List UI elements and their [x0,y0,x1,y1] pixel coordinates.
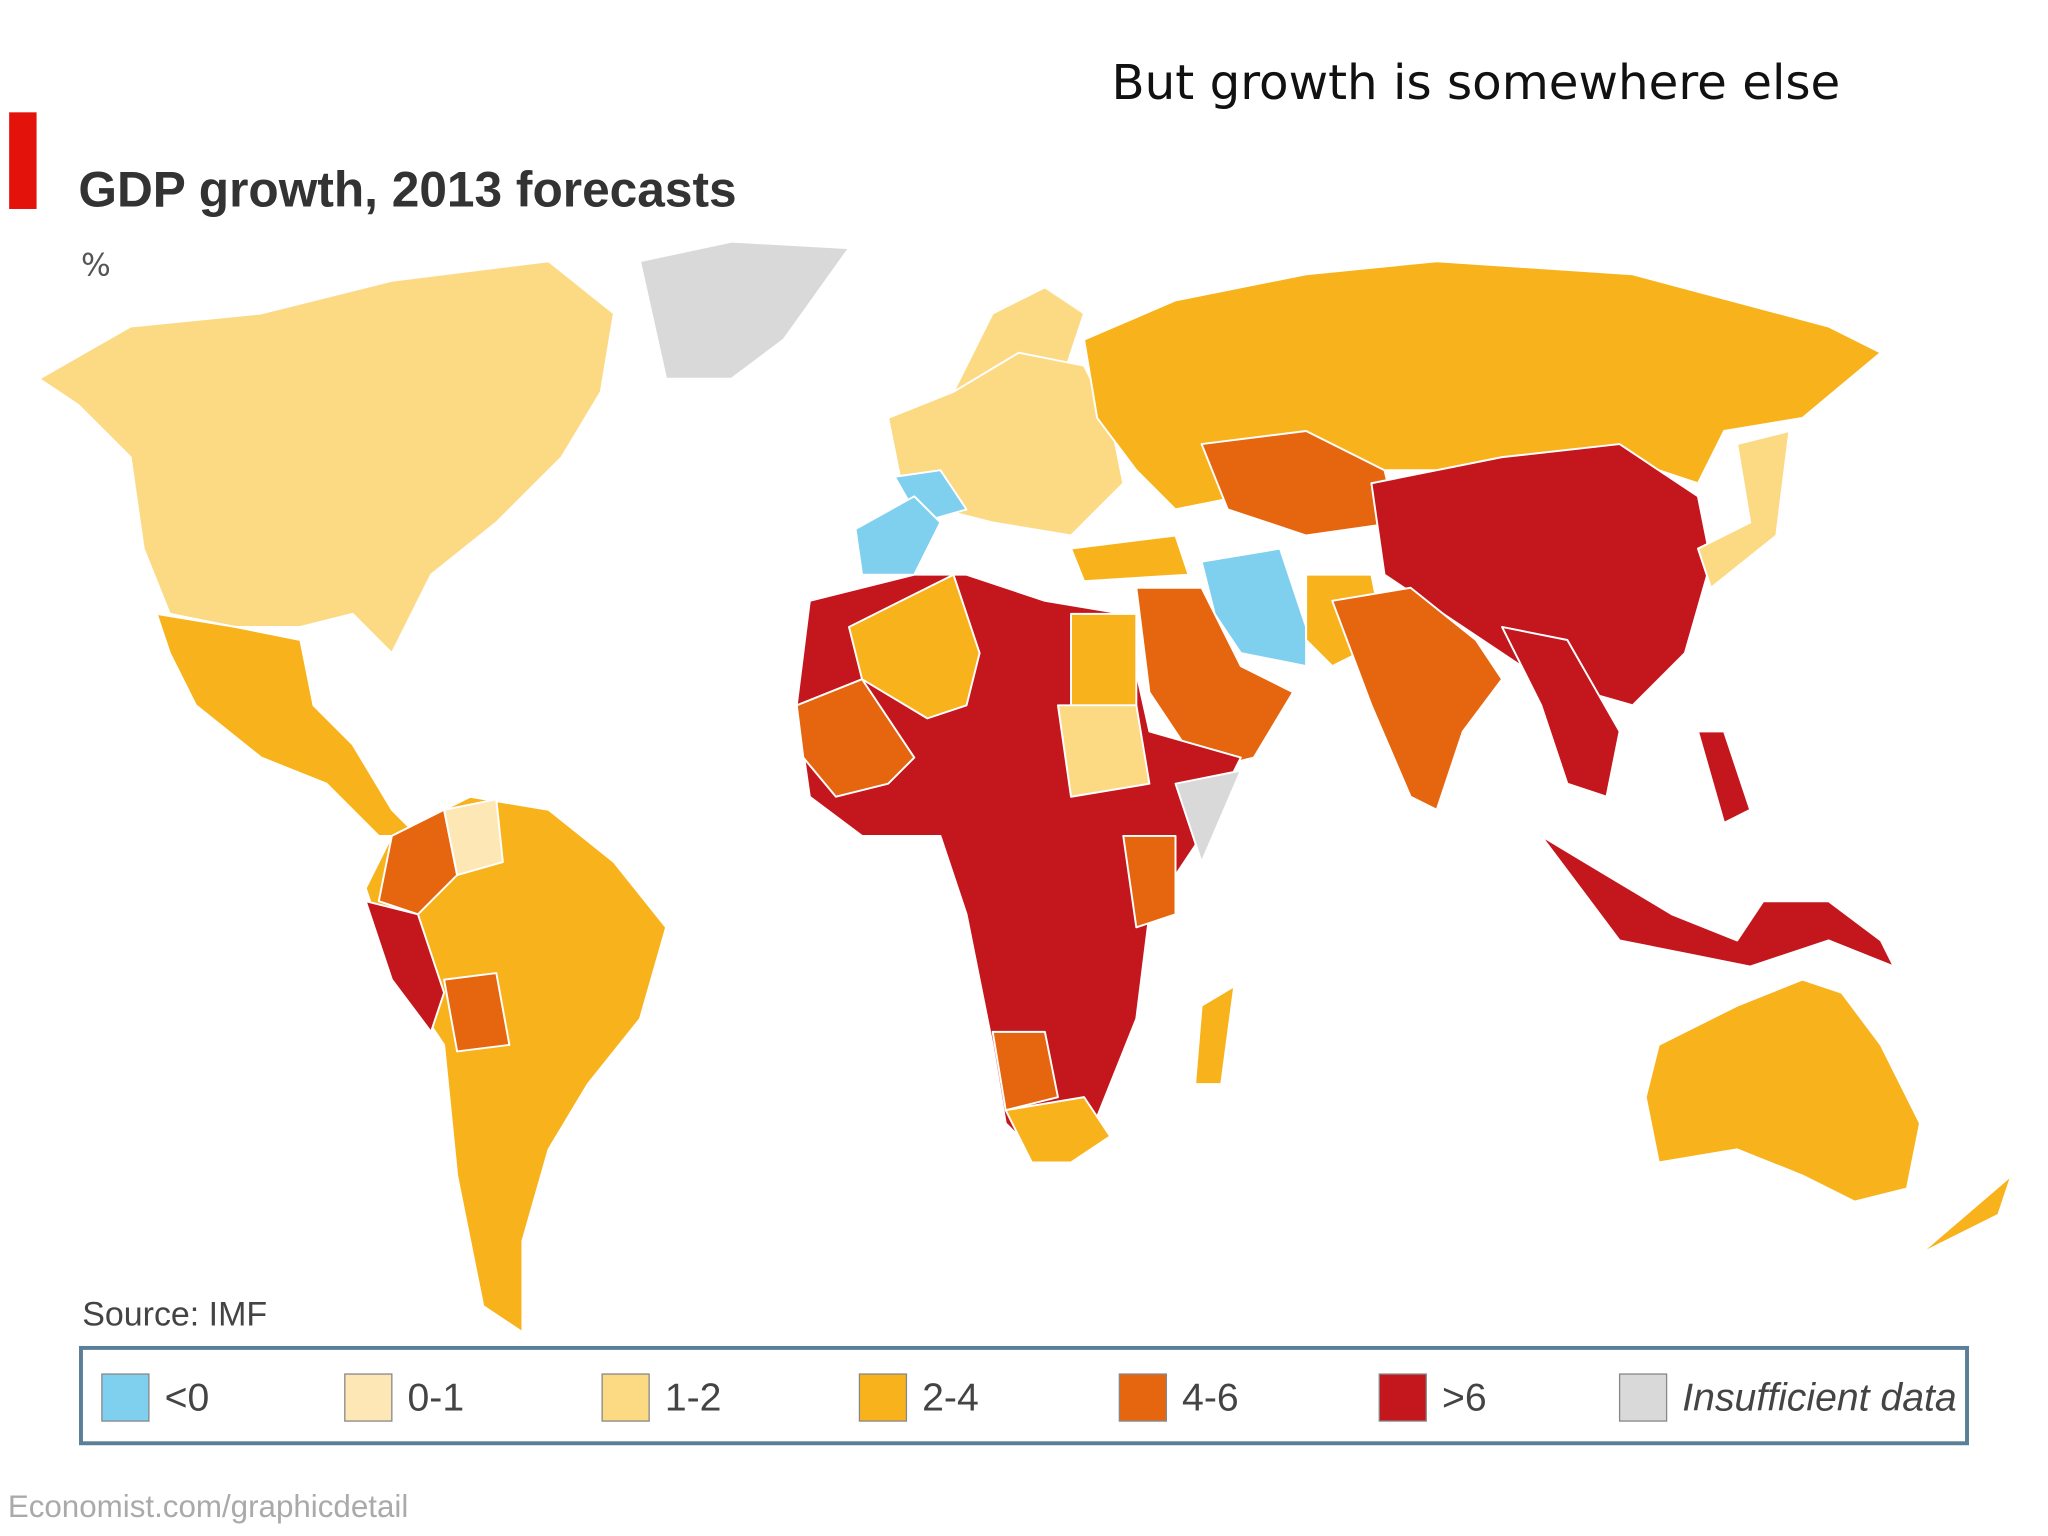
iberia [854,495,942,576]
sudan [1056,704,1151,798]
legend-label: 1-2 [665,1377,722,1420]
new-zealand [1919,1174,2013,1255]
arabia [1135,586,1295,772]
central-america [155,612,419,837]
peru [364,900,446,1033]
legend-swatch [1118,1373,1168,1422]
legend-swatch [1378,1373,1427,1422]
legend-label: 4-6 [1182,1377,1239,1420]
legend-swatch [344,1373,393,1422]
turkey [1070,534,1190,583]
legend: <0 0-1 1-2 2-4 4-6 >6 Insufficient data [101,1373,1957,1422]
legend-swatch [1618,1373,1668,1422]
egypt [1070,612,1138,707]
bolivia [443,972,511,1053]
southeast-asia [1501,625,1621,798]
indonesia [1540,834,1895,968]
south-africa [1004,1096,1112,1164]
legend-swatch [601,1373,650,1422]
legend-label: Insufficient data [1682,1377,1956,1420]
north-america [38,260,615,655]
source: Source: IMF [82,1296,267,1334]
japan [1696,430,1791,589]
slide-title: But growth is somewhere else [1112,55,1841,111]
legend-swatch [101,1373,150,1422]
world-map [38,240,2013,1334]
legend-label: 2-4 [922,1377,979,1420]
accent-bar [9,112,37,209]
venezuela [443,798,504,877]
colombia [377,808,459,916]
australia [1644,978,1921,1203]
greenland [639,240,850,380]
west-africa [795,678,916,798]
philippines [1696,730,1752,824]
legend-label: 0-1 [408,1377,465,1420]
somalia [1174,769,1242,864]
credit: Economist.com/graphicdetail [8,1489,409,1524]
legend-label: >6 [1442,1377,1487,1420]
madagascar [1194,985,1236,1086]
map-title: GDP growth, 2013 forecasts [78,161,736,217]
legend-label: <0 [165,1377,210,1420]
east-africa [1122,834,1177,929]
namibia [991,1030,1059,1112]
unit-label: % [81,247,111,283]
legend-swatch [858,1373,908,1422]
india [1331,586,1504,811]
